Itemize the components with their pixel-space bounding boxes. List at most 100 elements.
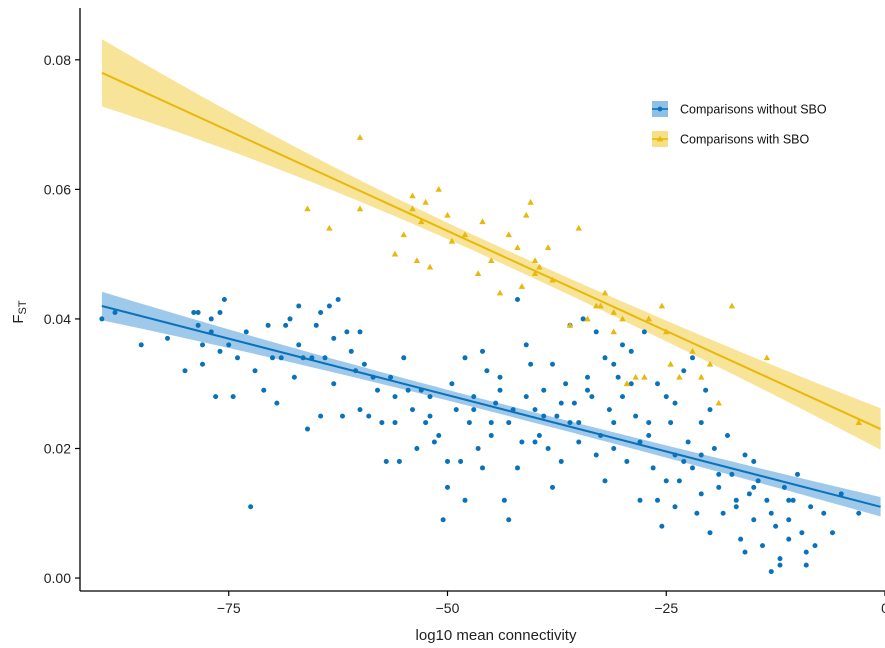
point-s0-78	[493, 400, 499, 406]
point-s0-187	[523, 394, 529, 400]
point-s0-186	[488, 433, 494, 439]
point-s1-19	[496, 289, 504, 296]
point-s1-47	[715, 399, 722, 406]
point-s1-35	[610, 309, 617, 315]
fit-lines	[101, 71, 882, 508]
x-tick-label-3: 0	[881, 600, 885, 616]
point-s0-21	[252, 368, 258, 374]
x-tick-label-2: −25	[654, 600, 678, 616]
y-tick-label-0: 0.00	[44, 570, 71, 586]
point-s0-49	[366, 413, 372, 419]
legend-marker-with-sbo	[656, 135, 664, 142]
point-s0-148	[799, 530, 805, 536]
point-s0-109	[628, 348, 634, 354]
point-s0-139	[760, 543, 765, 549]
point-s1-37	[623, 380, 631, 387]
point-s0-125	[698, 452, 704, 458]
point-s0-66	[440, 517, 446, 523]
point-s0-44	[344, 329, 350, 335]
point-s0-133	[733, 504, 739, 510]
point-s0-40	[331, 335, 337, 341]
point-s1-33	[597, 302, 604, 309]
legend-item-without-sbo[interactable]: Comparisons without SBO	[652, 101, 827, 117]
point-s1-49	[763, 354, 771, 361]
point-s0-55	[392, 394, 398, 400]
point-s0-93	[558, 458, 564, 464]
point-s0-5	[191, 309, 197, 315]
point-s0-29	[291, 374, 297, 380]
point-s0-164	[672, 400, 678, 406]
axis-ticks: −75 −50 −25 0 0.00 0.02 0.04 0.06 0.08	[44, 52, 885, 616]
point-s0-151	[812, 543, 818, 549]
point-s0-9	[200, 342, 205, 348]
point-s0-104	[606, 407, 612, 413]
point-s1-6	[409, 192, 416, 199]
point-s1-30	[575, 224, 582, 231]
point-s0-89	[541, 387, 547, 393]
point-s0-68	[449, 381, 455, 387]
point-s1-4	[391, 250, 399, 257]
point-s0-194	[768, 510, 774, 516]
point-s0-73	[471, 394, 477, 400]
point-s1-0	[304, 205, 311, 212]
y-axis-title-subscript: ST	[17, 300, 29, 314]
point-s0-176	[742, 549, 748, 555]
point-s0-122	[685, 439, 691, 445]
y-tick-label-1: 0.02	[44, 440, 71, 456]
point-s0-65	[436, 433, 442, 439]
fit-line-1	[101, 71, 882, 430]
point-s0-142	[773, 523, 779, 529]
point-s0-184	[751, 484, 757, 490]
point-s0-196	[471, 407, 477, 413]
point-s1-17	[479, 218, 486, 225]
point-s0-126	[703, 387, 709, 393]
point-s0-192	[698, 491, 704, 497]
point-s0-147	[795, 471, 800, 477]
point-s0-87	[532, 407, 538, 413]
point-s0-91	[550, 484, 555, 490]
point-s0-177	[777, 562, 783, 568]
point-s0-115	[655, 497, 660, 503]
point-s0-23	[265, 322, 271, 328]
point-s0-3	[165, 335, 170, 341]
point-s1-3	[356, 205, 364, 212]
point-s0-197	[541, 413, 547, 419]
point-s0-45	[348, 348, 354, 354]
point-s0-30	[296, 342, 302, 348]
data-points	[99, 134, 862, 575]
point-s0-25	[274, 400, 280, 406]
point-s0-35	[313, 322, 319, 328]
point-s0-90	[545, 445, 551, 451]
point-s0-108	[624, 458, 630, 464]
point-s0-16	[226, 342, 232, 348]
point-s0-94	[563, 381, 569, 387]
point-s0-178	[506, 420, 512, 426]
point-s0-161	[585, 387, 590, 393]
point-s1-24	[527, 198, 534, 205]
y-axis-title: FST	[10, 300, 29, 324]
point-s0-42	[335, 297, 341, 302]
x-axis-title: log10 mean connectivity	[416, 627, 577, 644]
point-s1-18	[488, 257, 495, 264]
point-s0-123	[690, 465, 695, 471]
point-s0-167	[427, 394, 433, 400]
point-s0-62	[423, 420, 429, 426]
x-tick-label-0: −75	[217, 600, 241, 616]
point-s0-4	[182, 368, 188, 374]
point-s0-63	[427, 413, 433, 419]
point-s0-57	[401, 355, 407, 361]
point-s1-38	[632, 373, 639, 380]
point-s0-179	[558, 400, 564, 406]
point-s0-52	[379, 420, 385, 426]
legend-item-with-sbo[interactable]: Comparisons with SBO	[652, 131, 809, 147]
point-s1-34	[601, 289, 609, 296]
point-s0-132	[729, 471, 735, 477]
point-s1-40	[645, 315, 652, 322]
point-s1-48	[728, 302, 736, 309]
point-s1-9	[418, 218, 425, 225]
point-s0-64	[431, 439, 437, 445]
point-s1-11	[426, 263, 434, 270]
point-s1-46	[706, 360, 714, 367]
point-s1-45	[698, 373, 705, 380]
point-s0-127	[707, 407, 713, 413]
